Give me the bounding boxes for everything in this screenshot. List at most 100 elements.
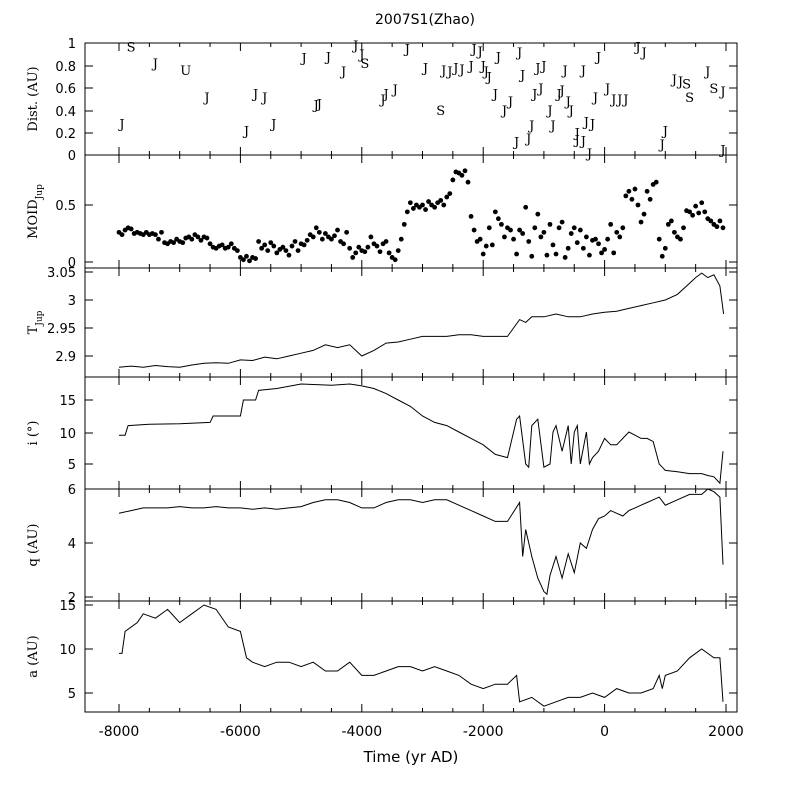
planet-marker-J: J (573, 127, 580, 142)
planet-marker-J: J (579, 64, 586, 79)
moid-point (341, 241, 346, 247)
moid-point (632, 186, 638, 192)
planet-marker-J: J (621, 93, 628, 108)
planet-marker-J: J (378, 93, 385, 108)
planet-marker-J: J (485, 71, 492, 86)
moid-point (432, 204, 438, 210)
planet-marker-J: J (603, 82, 610, 97)
planet-marker-J: J (588, 118, 595, 133)
moid-point (580, 245, 586, 251)
planet-marker-J: J (324, 50, 331, 65)
moid-point (392, 257, 398, 263)
moid-point (517, 227, 523, 233)
planet-marker-J: J (251, 87, 258, 102)
moid-point (447, 191, 453, 197)
moid-point (292, 239, 298, 244)
planet-marker-J: J (539, 59, 546, 74)
moid-point (407, 200, 413, 206)
planet-marker-J: J (339, 65, 346, 80)
planet-marker-J: J (548, 119, 555, 134)
moid-point (438, 198, 444, 203)
y-tick-label: 0.8 (55, 60, 76, 75)
planet-marker-J: J (658, 138, 665, 153)
moid-point (629, 196, 635, 202)
planet-marker-J: J (527, 119, 534, 134)
moid-point (383, 239, 389, 244)
chart-title: 2007S1(Zhao) (375, 12, 475, 28)
y-tick-label: 0 (68, 256, 76, 271)
moid-point (672, 229, 677, 235)
y-tick-label: 2.95 (47, 322, 76, 337)
series-line-incl (119, 383, 724, 485)
moid-point (717, 218, 723, 224)
moid-point (696, 210, 702, 216)
moid-point (207, 241, 213, 247)
moid-point (180, 240, 186, 246)
y-tick-label: 15 (59, 394, 76, 409)
planet-marker-J: J (582, 115, 589, 130)
moid-point (304, 237, 310, 243)
moid-point (508, 227, 513, 233)
moid-point (653, 179, 659, 185)
y-tick-label: 0.2 (55, 127, 76, 142)
planet-marker-J: J (524, 132, 531, 147)
moid-point (301, 242, 307, 248)
moid-point (335, 227, 340, 233)
moid-point (617, 234, 623, 240)
moid-point (356, 244, 362, 250)
moid-point (353, 250, 359, 256)
moid-point (310, 234, 316, 240)
planet-marker-J: J (585, 147, 592, 162)
moid-point (693, 203, 699, 209)
moid-point (699, 200, 705, 206)
moid-point (659, 253, 665, 259)
moid-point (720, 225, 726, 231)
moid-point (635, 202, 641, 208)
moid-point (565, 245, 571, 251)
moid-point (495, 216, 501, 222)
moid-point (502, 234, 507, 240)
planet-marker-J: J (554, 87, 561, 102)
y-tick-label: 1 (68, 37, 76, 52)
moid-point (280, 244, 286, 250)
moid-point (128, 226, 134, 232)
y-axis-label: TJup (26, 310, 45, 334)
x-tick-label: -2000 (463, 724, 504, 740)
moid-point (681, 225, 686, 231)
moid-point (656, 236, 662, 242)
moid-point (219, 242, 225, 248)
y-tick-label: 2 (68, 591, 76, 606)
planet-marker-J: J (202, 91, 209, 106)
moid-point (316, 229, 322, 235)
moid-point (195, 234, 201, 240)
moid-point (708, 218, 714, 224)
moid-point (477, 236, 483, 242)
planet-marker-J: J (515, 46, 522, 61)
moid-point (450, 177, 456, 183)
y-axis-label: q (AU) (26, 524, 41, 567)
moid-point (574, 240, 580, 246)
panel-frame (84, 267, 738, 378)
moid-point (468, 214, 474, 219)
planet-marker-J: J (451, 62, 458, 77)
planet-marker-U: U (180, 64, 191, 79)
planet-marker-S: S (709, 82, 718, 97)
moid-point (550, 242, 556, 248)
moid-point (662, 245, 668, 251)
planet-marker-J: J (151, 57, 158, 72)
moid-point (423, 207, 428, 212)
moid-point (410, 206, 416, 211)
moid-point (262, 242, 268, 248)
y-tick-label: 3.05 (47, 266, 76, 281)
moid-point (480, 251, 486, 257)
moid-point (156, 236, 161, 242)
moid-point (241, 257, 246, 263)
moid-point (499, 221, 504, 227)
panel-frame (84, 154, 738, 269)
moid-point (620, 225, 626, 231)
planet-marker-J: J (381, 87, 388, 102)
planet-marker-J: J (530, 87, 537, 102)
moid-point (638, 219, 644, 225)
x-tick-label: -6000 (220, 724, 261, 740)
moid-point (599, 250, 604, 256)
